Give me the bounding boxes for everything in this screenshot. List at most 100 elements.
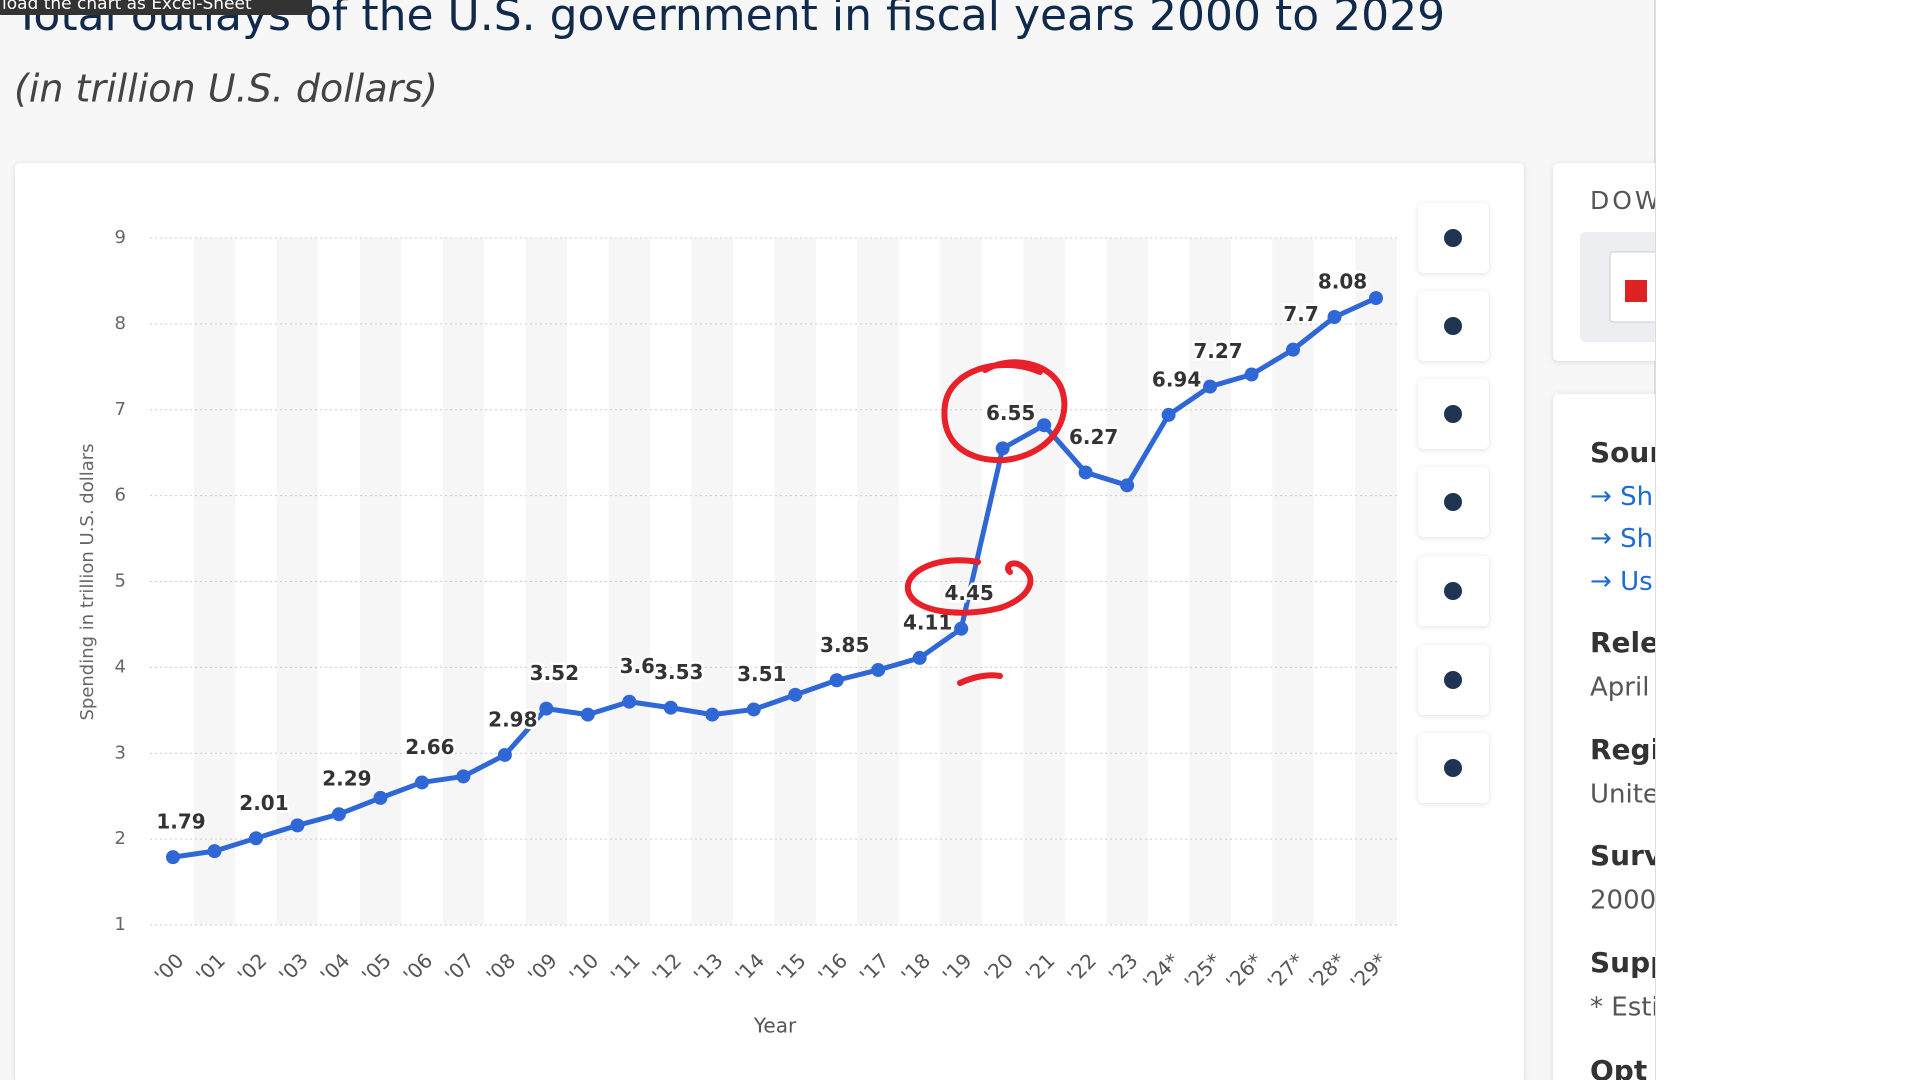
icon-glyph [1444,671,1462,689]
data-label: 7.27 [1193,339,1242,363]
data-point [788,687,803,702]
data-point [539,701,554,716]
options-heading: Opt [1590,1054,1647,1080]
y-tick-label: 2 [115,828,126,849]
subtitle: (in trillion U.S. dollars) [14,67,438,111]
data-point [290,818,305,833]
data-point [871,662,886,677]
data-point [829,673,844,688]
y-tick-label: 5 [115,571,126,592]
y-tick-label: 9 [115,227,126,248]
data-point [663,700,678,715]
data-label: 3.51 [737,662,786,686]
link-text[interactable]: Us [1620,567,1653,597]
band-stripe [857,238,899,925]
data-point [746,702,761,717]
data-label: 2.29 [322,767,371,791]
data-label: 3.6 [620,654,655,678]
data-point [1161,407,1176,422]
release-value: April [1590,673,1649,703]
data-label: 6.27 [1069,425,1118,449]
toolbar [1418,203,1489,803]
red-mark [957,672,1003,686]
data-point [166,850,180,865]
data-point [954,621,969,636]
outside-bg [1655,0,1920,1080]
supplementary-heading: Supp [1590,946,1670,979]
region-value: Unite [1590,780,1659,810]
source-link[interactable]: → Sh [1590,482,1653,512]
data-point [207,844,222,859]
sidebar: DOW Sour → Sh → Sh → Us Rele April Regi … [1553,163,1670,1080]
data-point [1078,465,1093,480]
link-text[interactable]: Sh [1620,524,1653,554]
data-point [331,807,346,822]
supplementary-value: * Esti [1590,993,1659,1023]
data-label: 8.08 [1318,270,1367,294]
data-point [414,775,429,790]
y-tick-label: 7 [115,399,126,420]
data-point [1286,342,1301,357]
survey-value: 2000 [1590,886,1656,916]
data-point [1120,478,1135,493]
red-circle [941,359,1068,464]
red-circle [904,557,1034,616]
data-point [995,441,1010,456]
data-label: 2.66 [405,735,454,759]
icon-glyph [1444,582,1462,600]
data-label: 3.85 [820,633,869,657]
region-heading: Regi [1590,733,1660,766]
source-heading: Sour [1590,436,1663,469]
data-point [1037,418,1052,433]
icon-buttons[interactable] [1418,203,1489,803]
data-label: 6.94 [1152,367,1201,391]
data-point [1369,291,1383,306]
icon-glyph [1444,317,1462,335]
series-line [172,295,1378,860]
survey-heading: Surv [1590,839,1662,872]
y-axis-title: Spending in trillion U.S. dollars [77,443,98,720]
band-stripe [608,238,651,925]
data-label: 1.79 [156,810,205,834]
source-link[interactable]: → Sh [1590,524,1653,554]
y-tick-label: 4 [115,656,126,677]
source-link[interactable]: → Us [1590,567,1653,597]
icon-glyph [1444,405,1462,423]
data-label: 4.45 [944,581,993,605]
y-tick-label: 6 [115,485,126,506]
tooltip-bg [0,0,312,15]
data-point [1203,379,1218,394]
x-axis-title: Year [753,1014,797,1038]
icon-glyph [1444,493,1462,511]
data-point [456,769,471,784]
data-label: 3.52 [530,661,579,685]
pdf-icon-mark [1625,280,1647,302]
data-label: 2.98 [488,707,537,731]
data-point [1327,310,1342,325]
data-point [580,707,595,722]
link-text[interactable]: Sh [1620,482,1653,512]
data-point [912,650,927,665]
data-point [497,747,512,762]
icon-glyph [1444,229,1462,247]
data-point [373,790,388,805]
data-point [622,694,637,709]
y-tick-label: 3 [115,742,126,763]
band-stripe [442,238,485,925]
annotations [904,359,1068,686]
icon-glyph [1444,759,1462,777]
data-label: 3.53 [654,660,703,684]
y-tick-label: 1 [115,914,126,935]
tooltip: load the chart as Excel-Sheet [2,0,252,14]
download-heading: DOW [1590,186,1663,215]
data-label: 7.7 [1283,302,1318,326]
data-point [1244,367,1259,382]
info-card [1553,394,1655,1080]
release-heading: Rele [1590,626,1659,659]
data-point [705,707,720,722]
data-point [248,831,263,846]
data-label: 6.55 [986,401,1035,425]
y-tick-label: 8 [115,313,126,334]
